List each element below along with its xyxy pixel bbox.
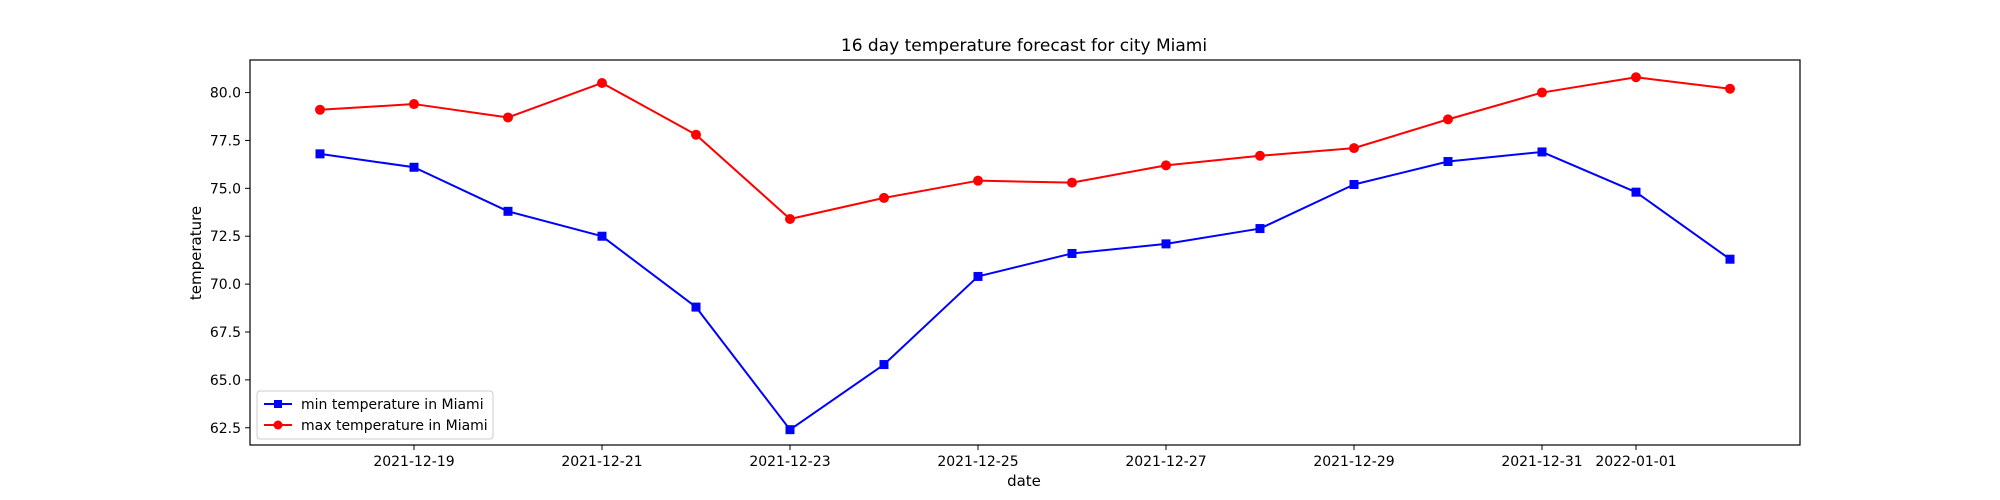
data-point-min xyxy=(1161,239,1171,249)
data-point-max xyxy=(1161,160,1171,171)
data-point-max xyxy=(785,213,795,224)
data-point-min xyxy=(597,231,607,241)
data-point-min xyxy=(315,149,325,159)
data-point-max xyxy=(409,99,419,110)
data-point-min xyxy=(1725,254,1735,264)
x-tick-label: 2021-12-19 xyxy=(373,454,454,470)
plot-area xyxy=(315,72,1735,435)
x-axis-label: date xyxy=(1007,472,1041,490)
y-axis-label: temperature xyxy=(187,206,205,300)
legend-label-max: max temperature in Miami xyxy=(301,418,488,434)
data-point-max xyxy=(691,129,701,140)
x-tick-label: 2021-12-23 xyxy=(749,454,830,470)
data-point-max xyxy=(315,104,325,115)
y-tick-label: 72.5 xyxy=(210,229,241,245)
series-line-min xyxy=(319,150,1731,431)
data-point-max xyxy=(973,175,983,186)
data-point-max xyxy=(597,77,607,88)
legend-marker-min xyxy=(274,400,282,408)
x-tick-label: 2021-12-29 xyxy=(1313,454,1394,470)
data-point-max xyxy=(1537,87,1547,98)
y-tick-label: 62.5 xyxy=(210,421,241,437)
x-tick-label: 2021-12-21 xyxy=(561,454,642,470)
data-point-min xyxy=(879,360,889,370)
x-tick-label: 2021-12-25 xyxy=(937,454,1018,470)
x-axis: 2021-12-19 2021-12-21 2021-12-23 2021-12-25… xyxy=(373,445,1677,470)
plot-frame xyxy=(249,59,1801,446)
y-tick-label: 70.0 xyxy=(210,277,241,293)
data-point-min xyxy=(1349,180,1359,190)
data-point-max xyxy=(1725,83,1735,94)
legend-marker-max xyxy=(273,420,283,430)
legend: min temperature in Miami max temperature… xyxy=(256,390,494,440)
data-point-max xyxy=(879,192,889,203)
y-axis: 62.5 65.0 67.5 70.0 72.5 75.0 77.5 80.0 xyxy=(210,86,250,437)
data-point-min xyxy=(1255,224,1265,234)
y-tick-label: 75.0 xyxy=(210,181,241,197)
data-point-max xyxy=(1443,114,1453,125)
data-point-min xyxy=(1067,248,1077,258)
data-point-min xyxy=(691,302,701,312)
x-tick-label: 2022-01-01 xyxy=(1595,454,1676,470)
x-tick-label: 2021-12-27 xyxy=(1125,454,1206,470)
data-point-max xyxy=(1631,72,1641,83)
legend-label-min: min temperature in Miami xyxy=(301,397,484,413)
data-point-min xyxy=(785,425,795,435)
chart-title: 16 day temperature forecast for city Mia… xyxy=(841,36,1207,56)
data-point-max xyxy=(503,112,513,123)
x-tick-label: 2021-12-31 xyxy=(1501,454,1582,470)
legend-box xyxy=(256,390,494,440)
y-tick-label: 80.0 xyxy=(210,86,241,102)
series-line-max xyxy=(319,76,1731,220)
data-point-min xyxy=(1631,187,1641,197)
y-tick-label: 77.5 xyxy=(210,133,241,149)
data-point-max xyxy=(1067,177,1077,188)
data-point-max xyxy=(1349,143,1359,154)
data-point-max xyxy=(1255,150,1265,161)
y-tick-label: 65.0 xyxy=(210,373,241,389)
data-point-min xyxy=(1537,147,1547,157)
data-point-min xyxy=(973,271,983,281)
y-tick-label: 67.5 xyxy=(210,325,241,341)
data-point-min xyxy=(1443,157,1453,167)
data-point-min xyxy=(503,206,513,216)
data-point-min xyxy=(409,162,419,172)
